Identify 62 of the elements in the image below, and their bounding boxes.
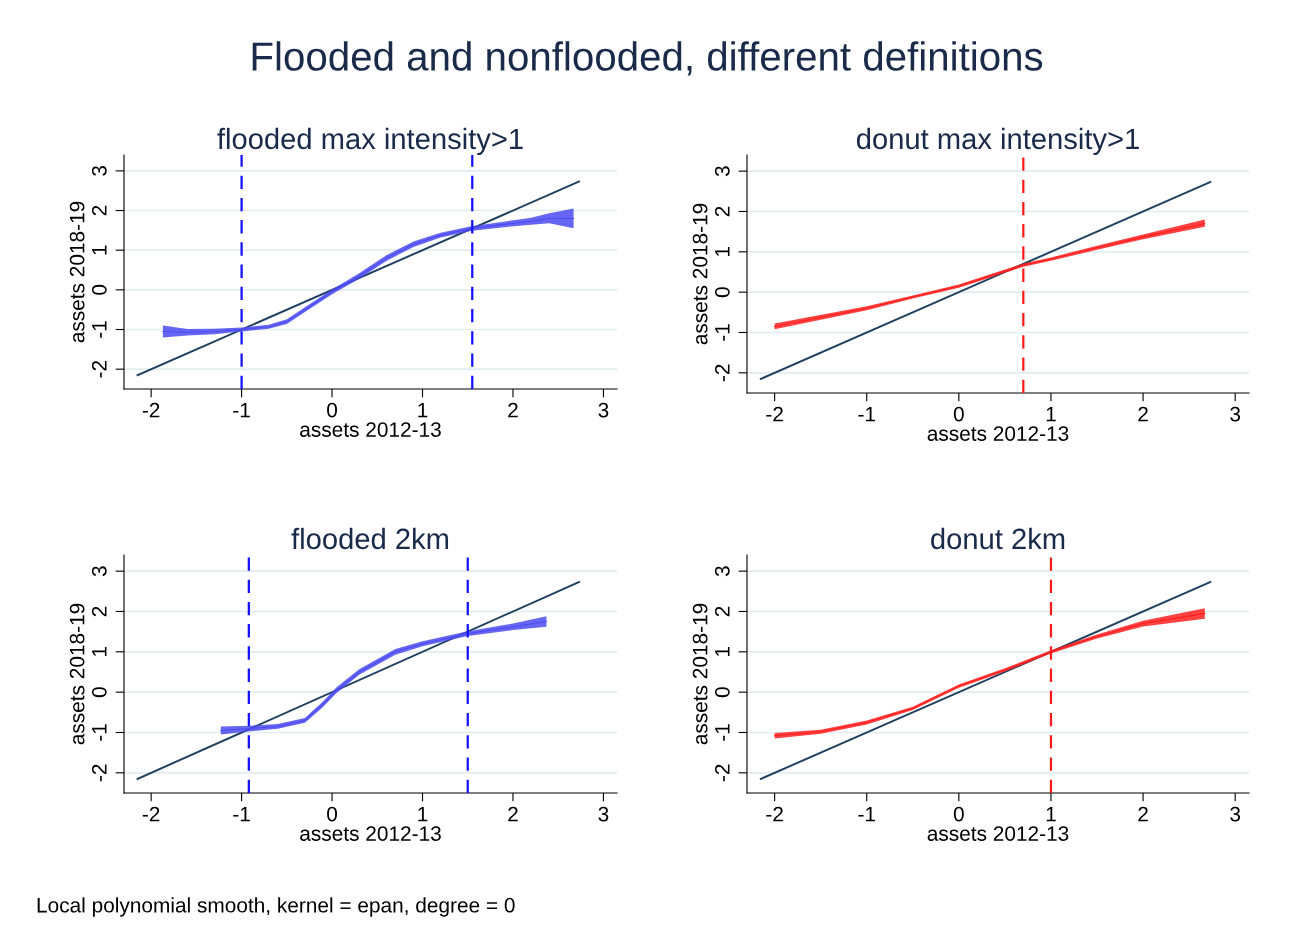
y-tick-label: 1 (715, 247, 730, 257)
y-tick-label: 3 (714, 566, 730, 577)
y-tick-label: 2 (714, 206, 730, 217)
y-tick-label: 1 (92, 647, 107, 657)
x-tick-label: 2 (508, 402, 518, 418)
y-axis-title: assets 2018-19 (69, 201, 85, 343)
y-tick-label: 0 (91, 284, 107, 295)
x-tick-label: -1 (233, 402, 250, 418)
x-axis-title: assets 2012-13 (927, 426, 1069, 441)
x-tick-label: 3 (1230, 806, 1241, 822)
x-tick-label: -2 (142, 402, 160, 418)
chart-title: flooded max intensity>1 (217, 127, 523, 155)
x-tick-label: 2 (1138, 806, 1148, 822)
x-tick-label: 0 (327, 402, 338, 418)
y-tick-label: 2 (91, 205, 107, 216)
x-tick-label: -2 (766, 406, 783, 422)
x-tick-label: -2 (766, 806, 783, 822)
y-tick-label: 3 (91, 165, 107, 176)
y-tick-label: -1 (715, 724, 730, 741)
x-tick-label: 1 (1046, 406, 1056, 422)
x-tick-label: -1 (858, 806, 875, 822)
chart-title: donut 2km (931, 527, 1065, 550)
x-axis-title: assets 2012-13 (300, 422, 441, 437)
y-tick-label: 0 (714, 287, 730, 298)
y-tick-label: -2 (91, 360, 107, 378)
y-axis-title: assets 2018-19 (692, 603, 708, 745)
y-tick-label: -2 (714, 764, 730, 782)
text: Flooded and nonflooded, different definitions (252, 41, 1043, 76)
y-tick-label: -1 (92, 321, 107, 338)
x-axis-title: assets 2012-13 (300, 826, 441, 841)
chart-title: flooded 2km (291, 527, 449, 550)
y-tick-label: -1 (92, 724, 107, 741)
y-tick-label: 1 (92, 245, 107, 255)
x-tick-label: 0 (953, 406, 964, 422)
y-tick-label: 0 (91, 687, 107, 698)
y-tick-label: 1 (715, 647, 730, 657)
x-tick-label: 0 (953, 806, 964, 822)
chart-title: donut max intensity>1 (856, 127, 1139, 155)
x-tick-label: -1 (233, 806, 250, 822)
y-tick-label: 3 (91, 566, 107, 577)
y-tick-label: 2 (714, 606, 730, 617)
y-tick-label: -1 (715, 324, 730, 341)
x-tick-label: 3 (1230, 406, 1241, 422)
y-tick-label: 3 (714, 166, 730, 177)
y-tick-label: 0 (714, 687, 730, 698)
y-axis-title: assets 2018-19 (692, 203, 708, 345)
x-tick-label: 3 (598, 402, 609, 418)
x-axis-title: assets 2012-13 (927, 826, 1069, 841)
x-tick-label: 1 (418, 402, 428, 418)
x-tick-label: 3 (598, 806, 609, 822)
y-axis-title: assets 2018-19 (69, 603, 85, 745)
text: Local polynomial smooth, kernel = epan, degree = 0 (37, 897, 515, 917)
x-tick-label: 1 (1046, 806, 1056, 822)
x-tick-label: 0 (327, 806, 338, 822)
x-tick-label: 1 (418, 806, 428, 822)
y-tick-label: 2 (91, 606, 107, 617)
y-tick-label: -2 (91, 764, 107, 782)
x-tick-label: 2 (1138, 406, 1148, 422)
x-tick-label: -1 (858, 406, 875, 422)
x-tick-label: -2 (142, 806, 160, 822)
x-tick-label: 2 (508, 806, 518, 822)
y-tick-label: -2 (714, 364, 730, 382)
